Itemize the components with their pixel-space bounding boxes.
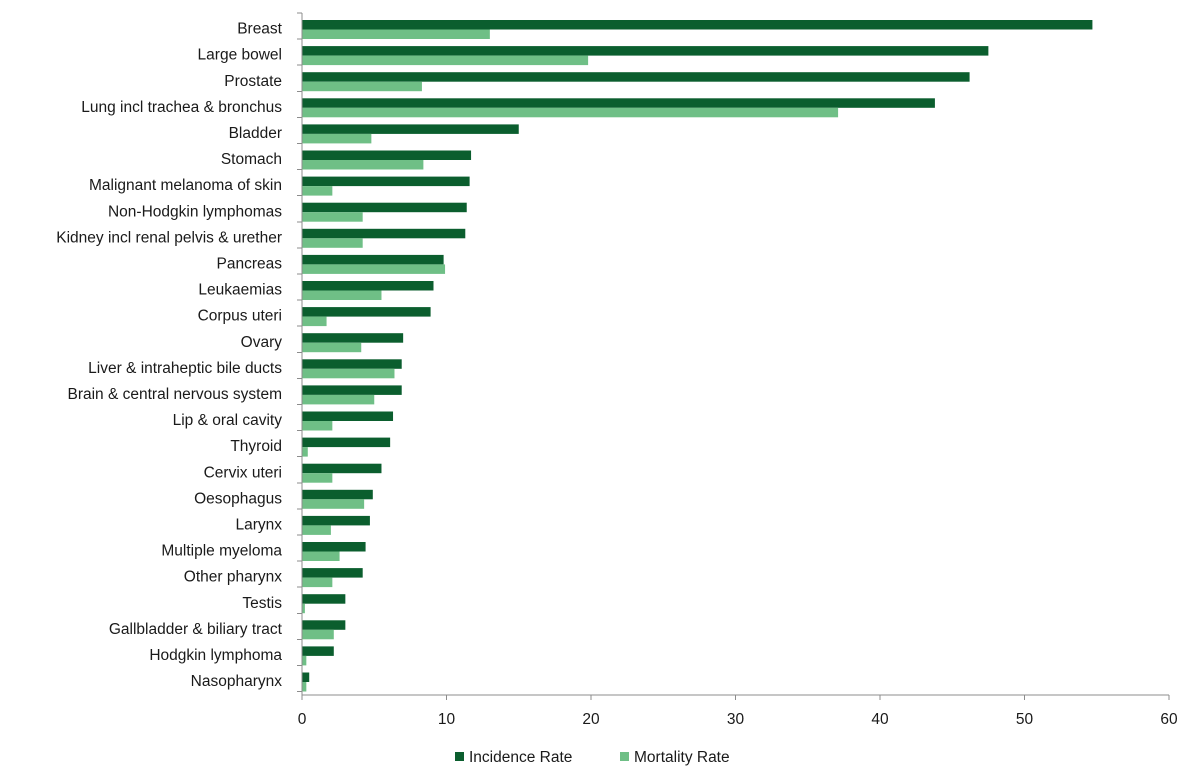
mortality-bar-oesophagus — [302, 499, 365, 509]
category-label-stomach: Stomach — [221, 151, 282, 168]
incidence-bar-thyroid — [302, 437, 391, 448]
mortality-bar-lung-incl-trachea-bronchus — [302, 107, 839, 118]
incidence-bar-nasopharynx — [302, 672, 310, 682]
category-label-cervix-uteri: Cervix uteri — [204, 464, 282, 481]
mortality-bar-leukaemias — [302, 290, 382, 300]
incidence-bar-multiple-myeloma — [302, 542, 366, 552]
legend: Incidence Rate Mortality Rate — [455, 749, 730, 766]
incidence-bar-cervix-uteri — [302, 463, 382, 474]
mortality-bar-thyroid — [302, 447, 308, 457]
category-label-testis: Testis — [242, 595, 282, 612]
x-tick-label-0: 0 — [298, 711, 307, 728]
axes — [297, 12, 1170, 700]
mortality-bar-corpus-uteri — [302, 316, 327, 327]
incidence-bar-larynx — [302, 515, 370, 526]
category-label-kidney-incl-renal-pelvis-urether: Kidney incl renal pelvis & urether — [56, 229, 282, 246]
mortality-bar-larynx — [302, 525, 331, 535]
category-label-non-hodgkin-lymphomas: Non-Hodgkin lymphomas — [108, 203, 282, 220]
category-label-malignant-melanoma-of-skin: Malignant melanoma of skin — [89, 177, 282, 194]
incidence-bar-bladder — [302, 124, 519, 134]
x-tick-label-30: 30 — [727, 711, 745, 728]
category-label-oesophagus: Oesophagus — [194, 490, 282, 507]
x-tick-label-60: 60 — [1160, 711, 1178, 728]
mortality-bar-multiple-myeloma — [302, 551, 340, 561]
mortality-bar-non-hodgkin-lymphomas — [302, 212, 363, 222]
incidence-bar-stomach — [302, 150, 472, 160]
mortality-bar-large-bowel — [302, 55, 589, 66]
category-label-thyroid: Thyroid — [230, 438, 282, 455]
mortality-bar-ovary — [302, 342, 362, 353]
category-label-larynx: Larynx — [235, 516, 282, 533]
legend-label-mortality: Mortality Rate — [634, 749, 730, 766]
incidence-bar-pancreas — [302, 254, 444, 265]
category-label-bladder: Bladder — [229, 125, 282, 142]
incidence-bar-gallbladder-biliary-tract — [302, 620, 346, 630]
incidence-bar-lung-incl-trachea-bronchus — [302, 98, 935, 108]
incidence-bar-hodgkin-lymphoma — [302, 646, 334, 656]
incidence-bar-lip-oral-cavity — [302, 411, 394, 421]
incidence-bar-brain-central-nervous-system — [302, 385, 402, 395]
mortality-bar-nasopharynx — [302, 682, 307, 692]
incidence-bar-malignant-melanoma-of-skin — [302, 176, 470, 187]
category-label-lip-oral-cavity: Lip & oral cavity — [173, 412, 283, 429]
category-label-nasopharynx: Nasopharynx — [191, 673, 283, 690]
legend-swatch-incidence — [455, 752, 464, 761]
category-label-liver-intraheptic-bile-ducts: Liver & intraheptic bile ducts — [88, 360, 282, 377]
category-label-corpus-uteri: Corpus uteri — [198, 308, 282, 325]
mortality-bar-lip-oral-cavity — [302, 421, 333, 431]
mortality-bar-stomach — [302, 160, 424, 170]
incidence-bar-oesophagus — [302, 489, 373, 500]
mortality-bar-malignant-melanoma-of-skin — [302, 186, 333, 196]
legend-label-incidence: Incidence Rate — [469, 749, 572, 766]
category-label-prostate: Prostate — [224, 73, 282, 90]
category-label-hodgkin-lymphoma: Hodgkin lymphoma — [149, 647, 282, 664]
incidence-bar-non-hodgkin-lymphomas — [302, 202, 467, 213]
incidence-bar-ovary — [302, 333, 404, 343]
mortality-bar-brain-central-nervous-system — [302, 394, 375, 405]
incidence-bar-kidney-incl-renal-pelvis-urether — [302, 228, 466, 239]
incidence-bar-large-bowel — [302, 46, 989, 56]
incidence-bar-testis — [302, 594, 346, 604]
category-label-large-bowel: Large bowel — [198, 47, 282, 64]
incidence-bar-corpus-uteri — [302, 307, 431, 317]
x-tick-label-50: 50 — [1016, 711, 1034, 728]
x-tick-label-20: 20 — [582, 711, 600, 728]
category-label-lung-incl-trachea-bronchus: Lung incl trachea & bronchus — [81, 99, 282, 116]
x-tick-label-40: 40 — [871, 711, 889, 728]
incidence-bar-other-pharynx — [302, 568, 363, 578]
mortality-bar-other-pharynx — [302, 577, 333, 588]
category-label-breast: Breast — [237, 21, 282, 38]
mortality-bar-hodgkin-lymphoma — [302, 655, 307, 666]
category-label-multiple-myeloma: Multiple myeloma — [161, 543, 282, 560]
mortality-bar-kidney-incl-renal-pelvis-urether — [302, 238, 363, 248]
category-label-gallbladder-biliary-tract: Gallbladder & biliary tract — [109, 621, 283, 638]
mortality-bar-breast — [302, 29, 490, 39]
incidence-bar-liver-intraheptic-bile-ducts — [302, 359, 402, 369]
incidence-bar-breast — [302, 20, 1093, 30]
category-label-ovary: Ovary — [241, 334, 283, 351]
x-tick-label-10: 10 — [438, 711, 456, 728]
mortality-bar-gallbladder-biliary-tract — [302, 629, 334, 640]
legend-swatch-mortality — [620, 752, 629, 761]
mortality-bar-testis — [302, 603, 305, 614]
mortality-bar-pancreas — [302, 264, 446, 274]
category-labels: Breast Large bowel Prostate Lung incl trach… — [56, 21, 282, 691]
incidence-bar-prostate — [302, 72, 970, 82]
x-tick-labels: 0 10 20 30 40 50 60 — [298, 711, 1178, 728]
mortality-bar-prostate — [302, 81, 422, 92]
mortality-bar-cervix-uteri — [302, 473, 333, 483]
mortality-bar-liver-intraheptic-bile-ducts — [302, 368, 395, 379]
mortality-bar-bladder — [302, 133, 372, 144]
category-label-leukaemias: Leukaemias — [198, 282, 282, 299]
bars-layer — [302, 20, 1093, 692]
category-label-brain-central-nervous-system: Brain & central nervous system — [67, 386, 282, 403]
category-label-pancreas: Pancreas — [217, 255, 283, 272]
category-label-other-pharynx: Other pharynx — [184, 569, 282, 586]
incidence-bar-leukaemias — [302, 281, 434, 291]
